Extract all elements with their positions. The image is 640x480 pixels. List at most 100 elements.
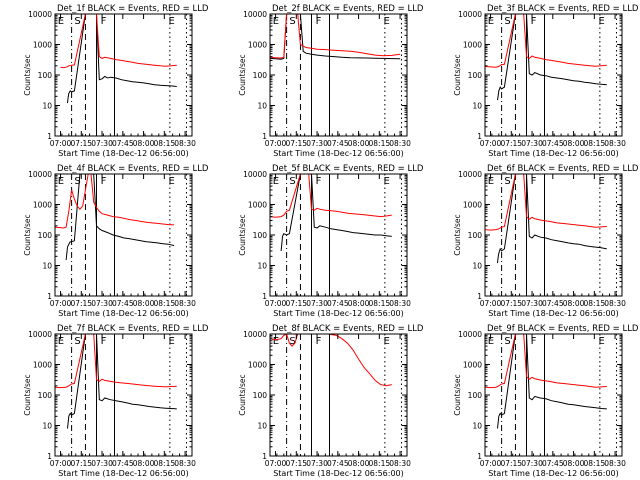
panel-title: Det_8f BLACK = Events, RED = LLD [272, 324, 424, 334]
plot-frame [54, 13, 193, 137]
x-tick-label: 07:30 [306, 139, 328, 148]
x-tick-label: 07:15 [70, 299, 92, 308]
y-tick-label: 100 [38, 71, 53, 80]
x-axis-label: Start Time (18-Dec-12 06:56:00) [273, 469, 404, 478]
panel-title: Det_2f BLACK = Events, RED = LLD [272, 4, 424, 14]
x-tick-label: 07:30 [306, 459, 328, 468]
y-tick-label: 10 [472, 422, 482, 431]
x-tick-label: 07:30 [521, 139, 543, 148]
x-tick-label: 08:30 [174, 139, 196, 148]
y-tick-label: 1000 [248, 41, 267, 50]
region-label-e: E [488, 176, 494, 187]
x-tick-label: 07:15 [500, 459, 522, 468]
x-tick-label: 07:00 [480, 459, 502, 468]
series-line-events [67, 334, 177, 429]
y-tick-label: 1000 [248, 361, 267, 370]
y-axis-label: Counts/sec [453, 54, 462, 95]
region-label-s: S [289, 16, 295, 27]
y-tick-label: 10000 [458, 170, 482, 179]
x-tick-label: 07:30 [91, 139, 113, 148]
x-tick-label: 07:30 [91, 459, 113, 468]
y-axis-label: Counts/sec [453, 374, 462, 415]
y-tick-label: 10000 [243, 170, 267, 179]
region-label-s: S [504, 16, 510, 27]
region-label-f: F [101, 176, 107, 187]
y-tick-label: 10 [472, 102, 482, 111]
region-label-e: E [488, 336, 494, 347]
panel-title: Det_1f BLACK = Events, RED = LLD [57, 4, 209, 14]
y-tick-label: 1000 [463, 201, 482, 210]
y-tick-label: 1000 [33, 361, 52, 370]
plot-frame [269, 333, 408, 457]
x-tick-label: 08:30 [604, 459, 626, 468]
x-tick-label: 08:30 [604, 139, 626, 148]
region-label-s: S [289, 336, 295, 347]
region-label-e: E [383, 336, 389, 347]
x-tick-label: 08:00 [133, 139, 155, 148]
y-tick-label: 100 [253, 71, 268, 80]
x-tick-label: 07:00 [480, 139, 502, 148]
region-label-s: S [289, 176, 295, 187]
x-tick-label: 07:15 [70, 459, 92, 468]
series-line-events [67, 14, 177, 104]
x-tick-label: 07:30 [91, 299, 113, 308]
x-tick-label: 07:45 [112, 459, 134, 468]
series-line-events [65, 174, 175, 261]
x-tick-label: 08:30 [389, 299, 411, 308]
region-label-e: E [273, 336, 279, 347]
x-tick-label: 07:00 [480, 299, 502, 308]
x-tick-label: 07:00 [50, 139, 72, 148]
region-label-f: F [101, 336, 107, 347]
x-tick-label: 07:45 [542, 299, 564, 308]
y-tick-label: 10 [257, 102, 267, 111]
x-tick-label: 07:45 [327, 139, 349, 148]
y-tick-label: 1 [262, 452, 267, 461]
x-tick-label: 08:15 [584, 459, 606, 468]
x-axis-label: Start Time (18-Dec-12 06:56:00) [58, 309, 189, 318]
x-tick-label: 07:15 [285, 459, 307, 468]
y-tick-label: 1 [47, 292, 52, 301]
x-tick-label: 08:00 [133, 299, 155, 308]
plot-frame [54, 173, 193, 297]
y-tick-label: 100 [253, 391, 268, 400]
series-line-lld [55, 174, 175, 229]
x-tick-label: 07:15 [500, 299, 522, 308]
region-label-f: F [316, 16, 322, 27]
y-tick-label: 10000 [28, 10, 52, 19]
region-label-s: S [74, 16, 80, 27]
y-tick-label: 100 [468, 71, 483, 80]
series-line-lld [485, 14, 607, 68]
region-label-s: S [504, 176, 510, 187]
x-tick-label: 07:00 [265, 299, 287, 308]
plot-frame [269, 173, 408, 297]
x-tick-label: 07:45 [112, 139, 134, 148]
series-line-events [280, 174, 392, 251]
y-tick-label: 10000 [243, 10, 267, 19]
y-tick-label: 10 [42, 102, 52, 111]
y-axis-label: Counts/sec [23, 54, 32, 95]
x-axis-label: Start Time (18-Dec-12 06:56:00) [58, 469, 189, 478]
y-tick-label: 100 [253, 231, 268, 240]
panel-title: Det_3f BLACK = Events, RED = LLD [487, 4, 639, 14]
x-tick-label: 08:15 [369, 139, 391, 148]
y-tick-label: 1000 [33, 201, 52, 210]
x-tick-label: 08:00 [348, 299, 370, 308]
y-tick-label: 1000 [33, 41, 52, 50]
series-line-events [497, 334, 607, 429]
region-label-f: F [316, 176, 322, 187]
x-tick-label: 08:15 [584, 139, 606, 148]
series-line-lld [60, 14, 177, 69]
panel-title: Det_5f BLACK = Events, RED = LLD [272, 164, 424, 174]
x-axis-label: Start Time (18-Dec-12 06:56:00) [58, 149, 189, 158]
region-label-e: E [168, 176, 174, 187]
x-tick-label: 08:30 [389, 139, 411, 148]
x-tick-label: 07:45 [542, 459, 564, 468]
series-line-lld [485, 174, 607, 231]
x-tick-label: 07:00 [265, 139, 287, 148]
x-tick-label: 07:00 [50, 299, 72, 308]
